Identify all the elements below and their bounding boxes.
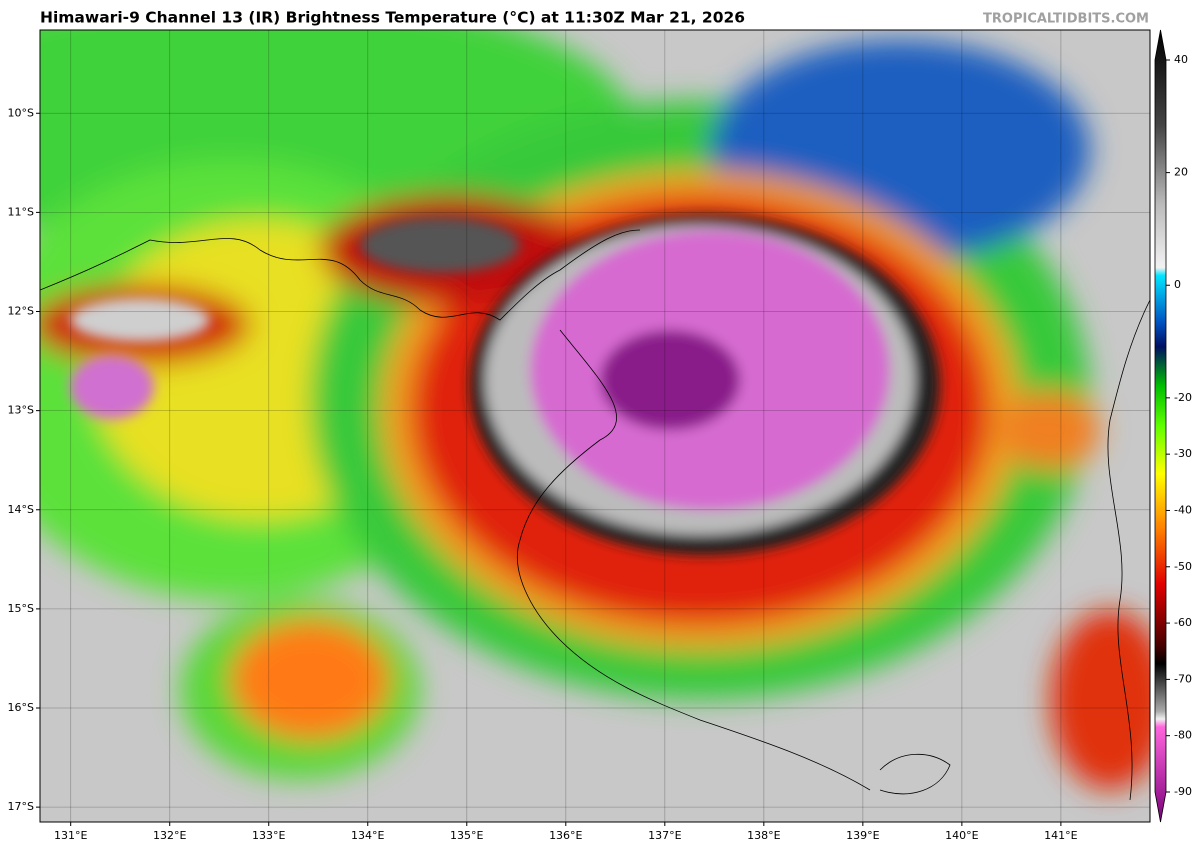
colorbar-tick-label: -60 xyxy=(1174,616,1192,629)
colorbar: 40 20 0 -20 -30 -40 -50 -60 -70 -80 -90 xyxy=(1154,29,1192,823)
lat-tick-label: 13°S xyxy=(8,404,34,417)
lon-tick-label: 136°E xyxy=(549,829,582,842)
lon-tick-label: 133°E xyxy=(252,829,285,842)
lat-tick-label: 14°S xyxy=(8,503,34,516)
credit: TROPICALTIDBITS.COM xyxy=(983,12,1149,27)
lat-tick-label: 17°S xyxy=(8,800,34,813)
colorbar-tick-label: -40 xyxy=(1174,503,1192,516)
lon-tick-label: 135°E xyxy=(450,829,483,842)
map-frame xyxy=(39,29,1151,823)
lat-tick-label: 11°S xyxy=(8,205,34,218)
colorbar-tick-label: 40 xyxy=(1174,53,1188,66)
lon-tick-label: 139°E xyxy=(846,829,879,842)
lat-tick-label: 10°S xyxy=(8,106,34,119)
lat-tick-label: 12°S xyxy=(8,305,34,318)
colorbar-tick-label: -20 xyxy=(1174,391,1192,404)
lon-tick-label: 138°E xyxy=(747,829,780,842)
title: Himawari-9 Channel 13 (IR) Brightness Te… xyxy=(40,9,745,27)
graticule: 131°E 132°E 133°E 134°E 135°E 136°E 137°E 138°E… xyxy=(8,30,1150,842)
lon-tick-label: 140°E xyxy=(945,829,978,842)
colorbar-tick-label: -80 xyxy=(1174,729,1192,742)
colorbar-tick-label: -70 xyxy=(1174,672,1192,685)
lon-tick-label: 131°E xyxy=(54,829,87,842)
lon-tick-label: 137°E xyxy=(648,829,681,842)
lat-tick-label: 15°S xyxy=(8,602,34,615)
lon-tick-label: 141°E xyxy=(1044,829,1077,842)
colorbar-scale xyxy=(1154,29,1167,823)
colorbar-tick-label: 0 xyxy=(1174,278,1181,291)
colorbar-tick-label: -90 xyxy=(1174,785,1192,798)
colorbar-tick-label: 20 xyxy=(1174,166,1188,179)
colorbar-tick-label: -50 xyxy=(1174,560,1192,573)
colorbar-tick-label: -30 xyxy=(1174,447,1192,460)
lat-tick-label: 16°S xyxy=(8,701,34,714)
lon-tick-label: 134°E xyxy=(351,829,384,842)
satellite-image xyxy=(40,30,1150,822)
lon-tick-label: 132°E xyxy=(153,829,186,842)
